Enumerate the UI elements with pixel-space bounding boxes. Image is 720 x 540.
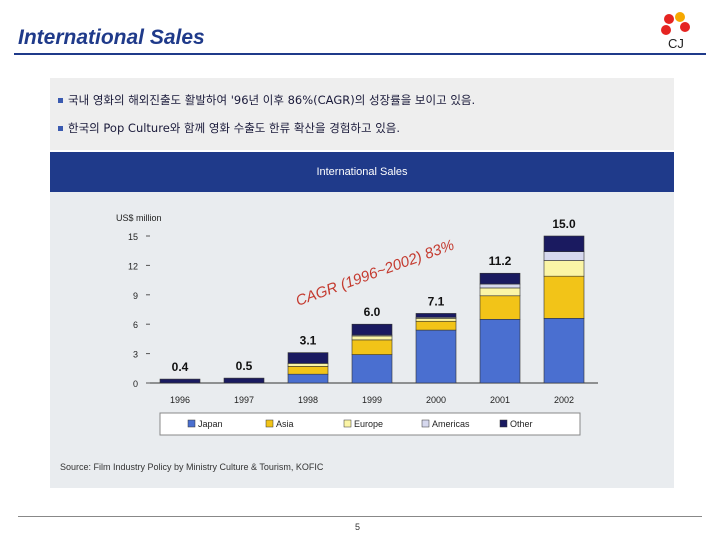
cj-logo: CJ — [661, 12, 690, 51]
source-note: Source: Film Industry Policy by Ministry… — [60, 462, 324, 472]
chart-header: International Sales — [50, 152, 674, 192]
bullet-item: 한국의 Pop Culture와 함께 영화 수출도 한류 확산을 경험하고 있… — [58, 120, 400, 136]
bullet-text: 국내 영화의 해외진출도 활발하여 '96년 이후 86%(CAGR)의 성장률… — [68, 93, 476, 107]
footer-divider — [18, 516, 702, 517]
bullet-marker — [58, 126, 63, 131]
logo-text: CJ — [668, 36, 684, 51]
title-divider — [14, 53, 706, 55]
bullet-marker — [58, 98, 63, 103]
chart-panel: International Sales — [50, 152, 674, 488]
chart-title: International Sales — [316, 166, 408, 178]
bullet-panel: 국내 영화의 해외진출도 활발하여 '96년 이후 86%(CAGR)의 성장률… — [50, 78, 674, 150]
bullet-text: 한국의 Pop Culture와 함께 영화 수출도 한류 확산을 경험하고 있… — [68, 121, 401, 135]
bullet-item: 국내 영화의 해외진출도 활발하여 '96년 이후 86%(CAGR)의 성장률… — [58, 92, 475, 108]
page-title: International Sales — [18, 26, 205, 49]
page-number: 5 — [355, 522, 361, 532]
